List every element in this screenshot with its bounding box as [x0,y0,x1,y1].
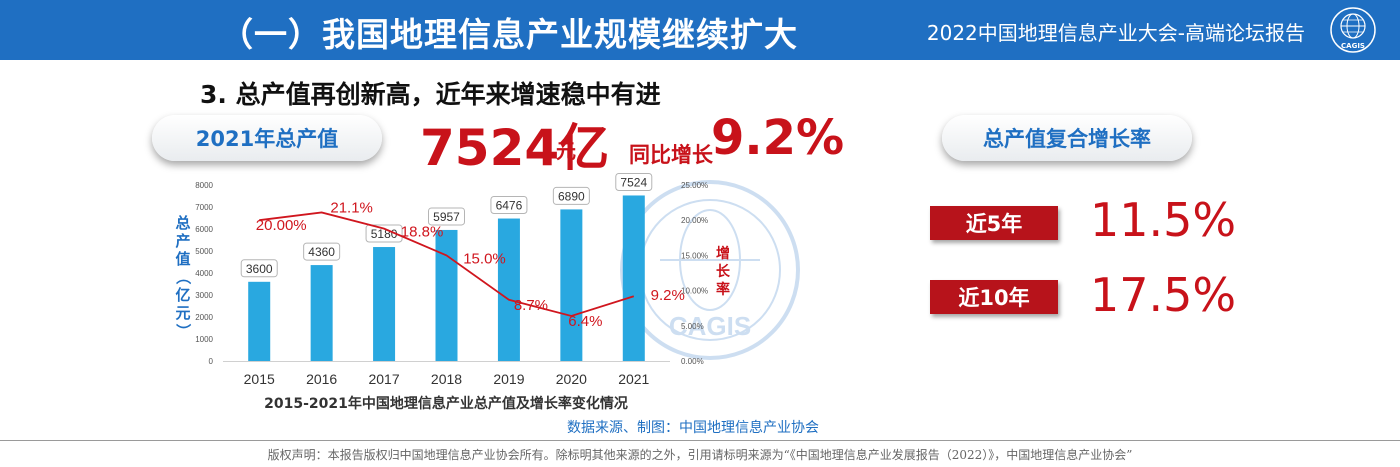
cagr-10yr-value: 17.5% [1090,268,1237,322]
right-axis-label-char: 率 [716,281,730,298]
growth-rate-label: 18.8% [401,224,444,241]
cagr-10yr-tag: 近10年 [930,280,1058,314]
cagis-logo-icon: CAGIS [1330,7,1376,53]
growth-rate-label: 6.4% [568,313,602,330]
bar-value-box [303,242,341,261]
bar-value-label: 6890 [558,189,585,203]
left-axis-label-char: 值 [175,250,190,268]
left-axis-tick-label: 2000 [195,313,213,322]
right-axis-label-char: 增 [716,245,730,262]
bar-value-box [365,224,403,243]
bar-2021 [622,195,645,361]
logo-text: CAGIS [1341,42,1365,50]
x-axis-tick-label: 2017 [368,371,399,387]
bar-2017 [373,247,396,361]
right-axis-label-char: 长 [716,263,731,280]
left-axis-tick-label: 4000 [195,269,213,278]
bar-value-box [615,172,653,191]
left-axis-tick-label: 1000 [195,335,213,344]
bar-value-label: 3600 [246,262,273,276]
report-subtitle: 2022中国地理信息产业大会-高端论坛报告 [926,21,1305,45]
growth-rate-label: 9.2% [651,287,685,304]
left-axis-label-char: 元 [175,304,190,322]
footer-divider [0,440,1400,441]
total-value-pill: 2021年总产值 [152,115,382,161]
right-axis-tick-label: 0.00% [681,357,704,366]
left-axis-tick-label: 3000 [195,291,213,300]
left-axis-tick-label: 8000 [195,181,213,190]
bar-2020 [560,209,583,361]
data-source-note: 数据来源、制图：中国地理信息产业协会 [567,420,819,436]
left-axis-label-char: 总 [175,214,190,232]
bar-value-label: 5180 [371,227,398,241]
x-axis-tick-label: 2018 [431,371,462,387]
growth-rate-label: 15.0% [463,250,506,267]
bar-value-box [490,196,528,215]
bar-2018 [435,229,458,361]
chart-title: 2015-2021年中国地理信息产业总产值及增长率变化情况 [264,395,628,412]
total-value: 7524亿 [420,119,610,177]
copyright-notice: 版权声明：本报告版权归中国地理信息产业协会所有。除标明其他来源的之外，引用请标明… [267,448,1133,462]
x-axis-tick-label: 2019 [493,371,524,387]
section-title: 3. 总产值再创新高，近年来增速稳中有进 [200,80,661,109]
yoy-growth-value: 9.2% [711,110,845,166]
growth-rate-line [259,211,635,317]
bar-2015 [248,281,271,361]
right-axis-tick-label: 15.00% [681,251,708,260]
bar-value-label: 7524 [620,175,647,189]
x-axis-tick-label: 2015 [244,371,275,387]
page-title: （一）我国地理信息产业规模继续扩大 [220,15,798,54]
left-axis-label-char: 亿 [175,286,190,304]
bar-value-box [428,207,465,226]
right-axis-tick-label: 20.00% [681,216,708,225]
right-axis-tick-label: 10.00% [681,287,708,296]
left-axis-tick-label: 7000 [195,203,213,212]
x-axis-tick-label: 2020 [556,371,587,387]
x-axis-tick-label: 2016 [306,371,337,387]
left-axis-label-char: 产 [175,232,190,250]
bar-value-box [552,186,590,205]
right-axis-tick-label: 25.00% [681,181,708,190]
bar-2016 [310,265,333,361]
bar-2019 [497,218,520,361]
total-value-unit: 元 [556,139,576,163]
bar-value-label: 4360 [308,245,335,259]
yoy-growth-label: 同比增长 [629,143,713,167]
growth-rate-label: 21.1% [330,199,373,216]
left-axis-tick-label: 5000 [195,247,213,256]
header-bar: （一）我国地理信息产业规模继续扩大 2022中国地理信息产业大会-高端论坛报告 … [0,0,1400,60]
watermark-text: CAGIS [669,311,751,341]
cagr-pill: 总产值复合增长率 [942,115,1192,161]
left-axis-tick-label: 0 [209,357,214,366]
bar-value-label: 5957 [433,210,460,224]
bar-value-label: 6476 [496,199,523,213]
right-axis-tick-label: 5.00% [681,322,704,331]
cagr-5yr-tag: 近5年 [930,206,1058,240]
cagr-5yr-value: 11.5% [1090,193,1237,247]
x-axis-tick-label: 2021 [618,371,649,387]
growth-rate-label: 8.7% [514,297,548,314]
left-axis-label-char: ） [174,323,192,338]
bar-value-box [240,259,278,278]
left-axis-label-char: （ [174,269,192,284]
left-axis-tick-label: 6000 [195,225,213,234]
cagis-watermark: CAGIS [620,180,800,360]
growth-rate-label: 20.00% [256,217,307,234]
